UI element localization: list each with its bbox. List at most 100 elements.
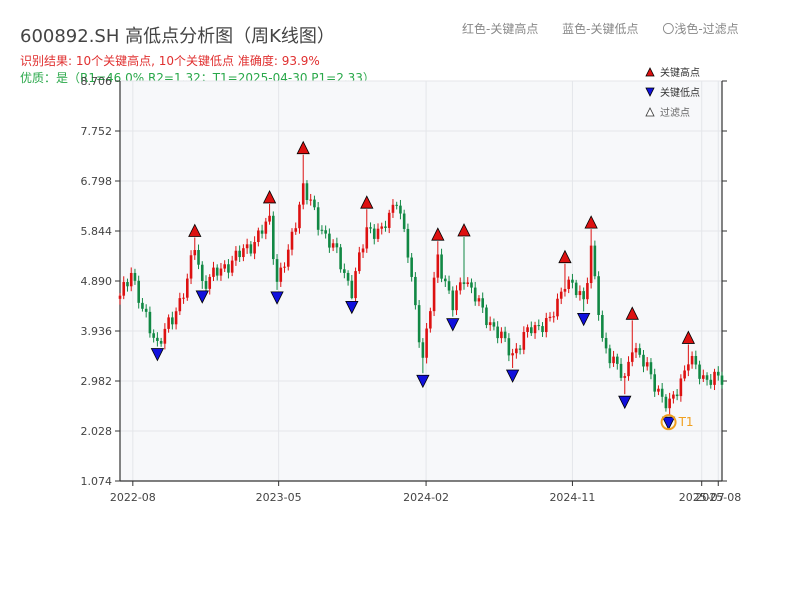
candle-body xyxy=(488,322,492,326)
candle-body xyxy=(556,298,559,317)
candle-body xyxy=(204,281,208,289)
candle-body xyxy=(406,228,410,258)
candle-body xyxy=(694,355,698,365)
candle-body xyxy=(515,348,518,354)
candle-body xyxy=(485,307,488,326)
legend-label: 关键低点 xyxy=(660,86,700,99)
candle-body xyxy=(447,281,451,291)
key-high-marker xyxy=(188,223,202,237)
candle-body xyxy=(709,379,713,385)
candle-body xyxy=(548,316,552,319)
candle-body xyxy=(432,277,436,312)
candle-body xyxy=(118,295,122,299)
y-tick-label: 4.890 xyxy=(81,275,113,288)
candle-body xyxy=(387,212,391,228)
candle-body xyxy=(272,215,275,260)
x-tick-label: 2024-11 xyxy=(549,491,595,504)
candle-body xyxy=(466,282,470,285)
y-tick-label: 2.028 xyxy=(81,425,113,438)
candle-body xyxy=(257,230,260,243)
candle-body xyxy=(167,317,170,329)
candle-body xyxy=(436,254,440,278)
candle-body xyxy=(623,376,627,378)
candle-body xyxy=(402,213,406,229)
candle-body xyxy=(660,388,664,397)
candle-body xyxy=(245,244,249,249)
candle-body xyxy=(657,388,660,392)
t1-ring xyxy=(660,414,677,431)
t1-label: T1 xyxy=(678,415,694,429)
candle-body xyxy=(563,288,567,292)
candle-body xyxy=(582,291,585,300)
result-summary: 识别结果: 10个关键高点, 10个关键低点 准确度: 93.9% xyxy=(20,54,320,68)
candle-body xyxy=(286,249,290,267)
candle-body xyxy=(376,228,380,239)
candle-body xyxy=(533,325,537,334)
key-high-marker xyxy=(625,306,639,320)
candle-body xyxy=(496,326,499,339)
candle-body xyxy=(380,226,384,229)
candle-body xyxy=(518,348,522,350)
candle-body xyxy=(395,204,398,206)
candle-body xyxy=(664,396,668,409)
candle-body xyxy=(589,245,593,284)
candle-body xyxy=(526,327,529,333)
candle-body xyxy=(260,230,264,234)
candle-body xyxy=(458,282,462,291)
candle-body xyxy=(698,364,701,379)
y-tick-label: 7.752 xyxy=(81,125,113,138)
candle-body xyxy=(616,356,619,364)
candle-body xyxy=(268,215,271,222)
candle-body xyxy=(328,233,331,248)
candle-body xyxy=(208,276,212,289)
candle-body xyxy=(197,250,200,265)
key-low-marker xyxy=(618,395,632,410)
page-title: 600892.SH 高低点分析图（周K线图） xyxy=(20,26,335,47)
candle-body xyxy=(163,328,167,344)
x-tick-label: 2025-08 xyxy=(695,491,741,504)
candle-body xyxy=(324,230,327,234)
candle-body xyxy=(313,199,316,208)
candle-body xyxy=(541,326,544,333)
key-low-marker xyxy=(416,374,430,389)
x-tick-label: 2022-08 xyxy=(110,491,156,504)
candle-body xyxy=(399,205,402,214)
candle-body xyxy=(455,290,458,311)
candle-body xyxy=(354,271,357,299)
candle-body xyxy=(144,308,148,312)
candle-body xyxy=(358,252,361,272)
candle-body xyxy=(571,279,574,283)
candle-body xyxy=(544,318,548,333)
candle-body xyxy=(672,394,675,399)
y-tick-label: 8.706 xyxy=(81,75,113,88)
y-tick-label: 1.074 xyxy=(81,475,113,488)
candle-body xyxy=(148,311,152,334)
candle-body xyxy=(473,287,477,302)
candle-body xyxy=(720,375,724,385)
candle-body xyxy=(200,264,204,282)
candle-body xyxy=(421,342,425,358)
candle-body xyxy=(350,280,354,299)
candle-body xyxy=(503,331,507,339)
candle-body xyxy=(552,316,556,318)
y-tick-label: 3.936 xyxy=(81,325,113,338)
key-low-marker xyxy=(505,369,520,383)
candle-body xyxy=(687,364,690,371)
candle-body xyxy=(630,352,634,362)
key-low-marker xyxy=(577,312,591,327)
candle-body xyxy=(507,338,511,356)
candle-body xyxy=(331,243,335,248)
candle-body xyxy=(604,337,608,349)
candle-body xyxy=(586,283,589,300)
key-high-marker xyxy=(457,223,471,237)
candle-body xyxy=(361,248,365,253)
candle-body xyxy=(675,394,679,397)
candle-body xyxy=(559,291,563,299)
candle-body xyxy=(230,260,234,273)
candle-body xyxy=(309,199,312,201)
candle-body xyxy=(470,282,473,288)
key-low-marker xyxy=(661,416,676,431)
candle-body xyxy=(335,243,339,248)
candle-body xyxy=(679,378,683,397)
